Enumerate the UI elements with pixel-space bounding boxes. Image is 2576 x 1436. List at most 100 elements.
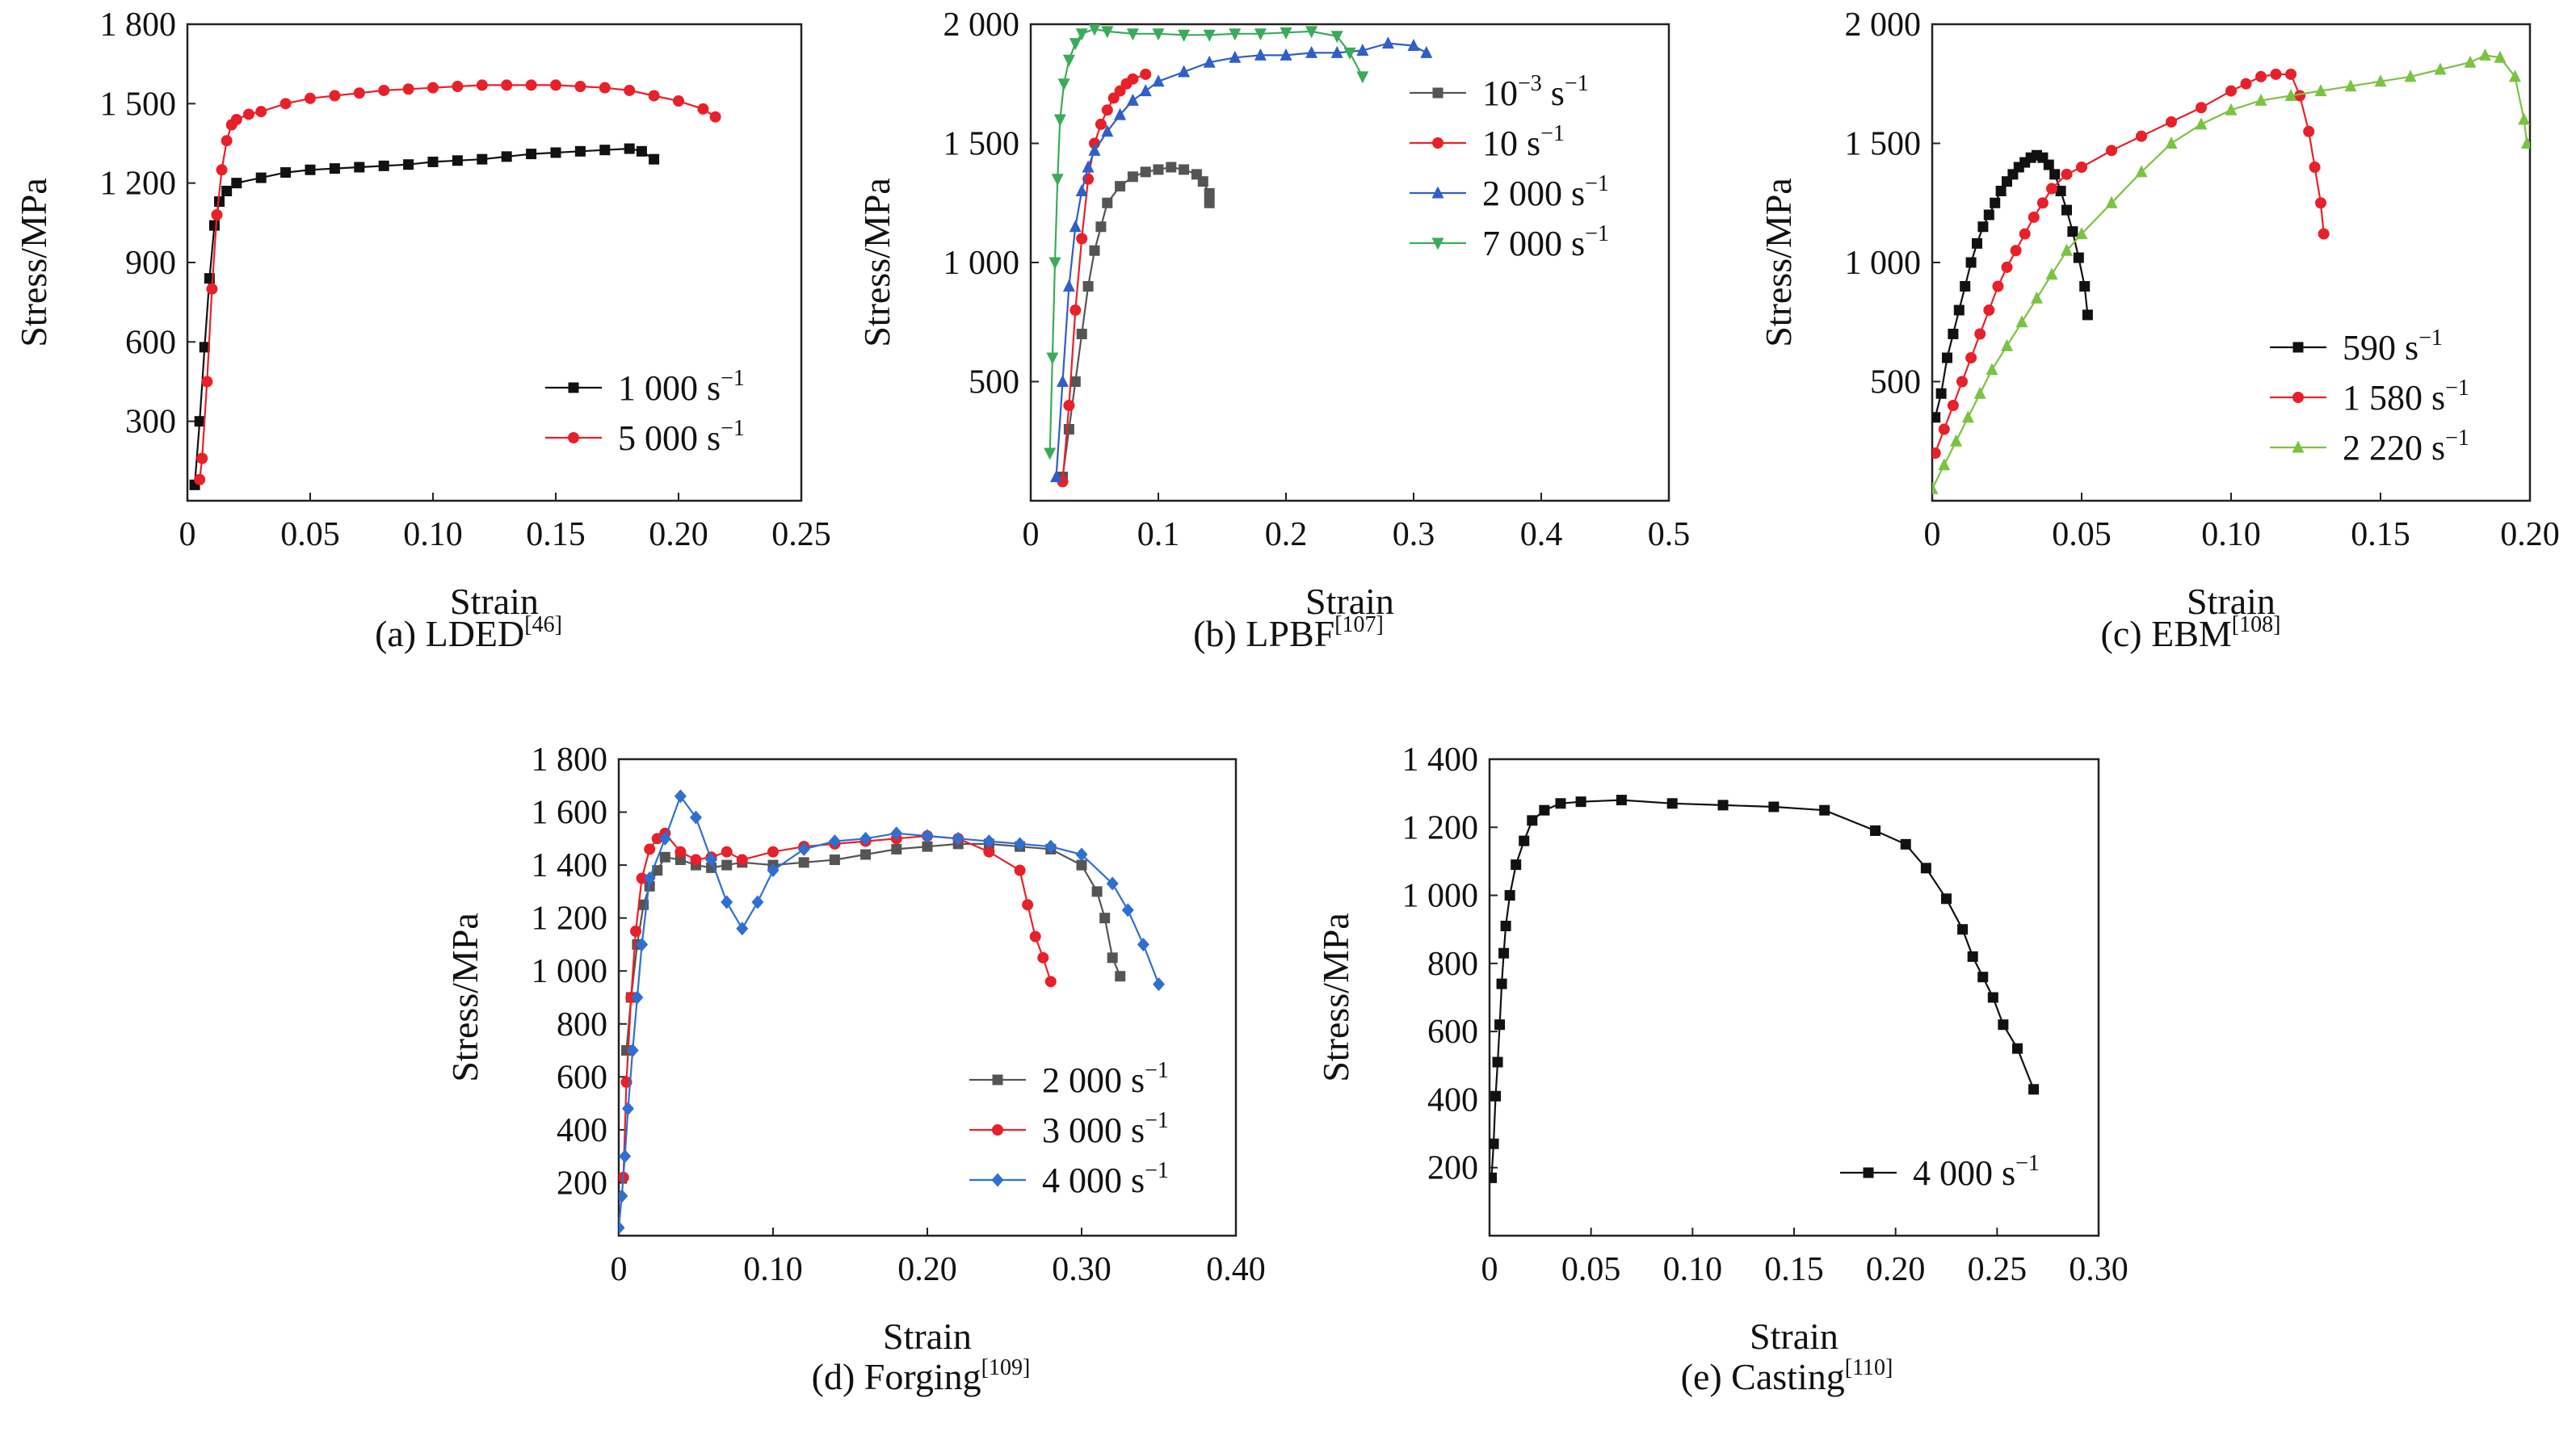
data-point	[2255, 70, 2267, 82]
data-point	[674, 789, 687, 804]
data-point	[1950, 434, 1963, 447]
legend-marker	[992, 1074, 1003, 1085]
data-point	[1029, 930, 1041, 943]
plot-area	[1044, 24, 1433, 488]
y-axis-label: Stress/MPa	[1315, 913, 1356, 1082]
x-axis-label: Strain	[450, 581, 539, 622]
data-point	[1957, 924, 1969, 935]
x-tick-label: 0.05	[2052, 516, 2112, 553]
x-tick-label: 0.15	[1764, 1251, 1824, 1288]
data-point	[1519, 835, 1530, 846]
x-tick-label: 0.40	[1206, 1251, 1266, 1288]
data-point	[1091, 886, 1103, 897]
legend-item-2: 2 220 s−1	[2270, 426, 2469, 468]
data-point	[982, 834, 995, 849]
series-line-0	[194, 147, 655, 485]
panel-caption: (d) Forging[109]	[812, 1355, 1031, 1397]
x-tick-label: 0.30	[2069, 1251, 2128, 1288]
data-point	[2028, 1084, 2040, 1095]
legend-label: 5 000 s−1	[618, 416, 745, 458]
data-point	[1127, 73, 1139, 85]
data-point	[1153, 977, 1165, 992]
data-point	[1152, 74, 1165, 87]
data-point	[2075, 227, 2088, 240]
data-point	[2019, 228, 2031, 240]
data-point	[1990, 197, 2001, 208]
data-point	[574, 81, 586, 93]
y-tick-label: 2 000	[1845, 6, 1922, 44]
data-point	[690, 854, 702, 866]
legend-marker	[1431, 237, 1444, 250]
x-tick-label: 0	[1924, 516, 1941, 553]
data-point	[196, 452, 208, 464]
x-tick-label: 0	[611, 1251, 628, 1288]
plot-area	[619, 789, 1165, 1235]
data-point	[1967, 951, 1978, 962]
data-point	[2061, 243, 2073, 256]
data-point	[1490, 1138, 1499, 1149]
data-point	[2043, 159, 2054, 170]
data-point	[652, 865, 663, 876]
x-tick-label: 0	[1023, 516, 1040, 553]
data-point	[2067, 226, 2078, 237]
data-point	[194, 416, 205, 427]
data-point	[2165, 136, 2178, 149]
data-point	[243, 108, 254, 120]
data-point	[1101, 104, 1113, 116]
x-tick-label: 0.15	[2351, 516, 2410, 553]
data-point	[1178, 29, 1191, 42]
x-tick-label: 0.15	[526, 516, 586, 553]
data-point	[1938, 458, 1951, 471]
x-tick-label: 0.20	[649, 516, 708, 553]
data-point	[2318, 228, 2330, 240]
y-tick-label: 800	[1427, 946, 1478, 983]
data-point	[2285, 68, 2297, 80]
data-point	[1137, 937, 1149, 951]
y-tick-label: 1 500	[943, 126, 1020, 163]
data-point	[1063, 400, 1075, 411]
data-point	[1082, 281, 1094, 292]
data-point	[230, 114, 242, 125]
data-point	[624, 84, 636, 96]
y-tick-label: 1 200	[1402, 809, 1479, 846]
chart-panel-3: 0 0.10 0.20 0.30 0.40 200 400 600 800 1 000 1 200 1…	[444, 741, 1266, 1397]
data-point	[1986, 363, 1998, 376]
y-tick-label: 800	[557, 1006, 607, 1043]
data-point	[829, 854, 840, 866]
data-point	[1961, 410, 1974, 423]
data-point	[353, 87, 365, 99]
legend-item-0: 2 000 s−1	[969, 1058, 1169, 1100]
data-point	[721, 846, 733, 858]
x-tick-label: 0.10	[403, 516, 463, 553]
data-point	[1229, 50, 1242, 63]
data-point	[329, 90, 341, 102]
data-point	[2076, 162, 2087, 173]
data-point	[2135, 165, 2148, 178]
legend-marker	[568, 382, 579, 393]
x-tick-label: 0.1	[1137, 516, 1180, 553]
y-tick-label: 1 200	[532, 901, 608, 938]
legend-marker	[2292, 342, 2304, 353]
data-point	[354, 162, 365, 173]
data-point	[2284, 89, 2297, 101]
x-tick-label: 0.3	[1393, 516, 1435, 553]
legend-item-0: 590 s−1	[2270, 325, 2443, 367]
data-point	[1498, 947, 1510, 959]
data-point	[1101, 26, 1114, 39]
data-point	[1046, 352, 1059, 365]
chart-panel-0: 0 0.05 0.10 0.15 0.20 0.25 300 600 900 1 200 1 500…	[13, 6, 831, 654]
data-point	[208, 220, 220, 231]
legend-marker	[1432, 87, 1443, 99]
data-point	[751, 895, 764, 909]
y-tick-label: 1 500	[100, 86, 177, 123]
data-point	[630, 926, 642, 938]
data-point	[1504, 890, 1515, 901]
data-point	[305, 164, 316, 175]
data-point	[619, 1149, 632, 1164]
x-tick-label: 0.30	[1052, 1251, 1112, 1288]
data-point	[452, 81, 464, 93]
data-point	[2240, 78, 2252, 90]
data-point	[1492, 1056, 1503, 1068]
data-point	[1527, 815, 1538, 826]
